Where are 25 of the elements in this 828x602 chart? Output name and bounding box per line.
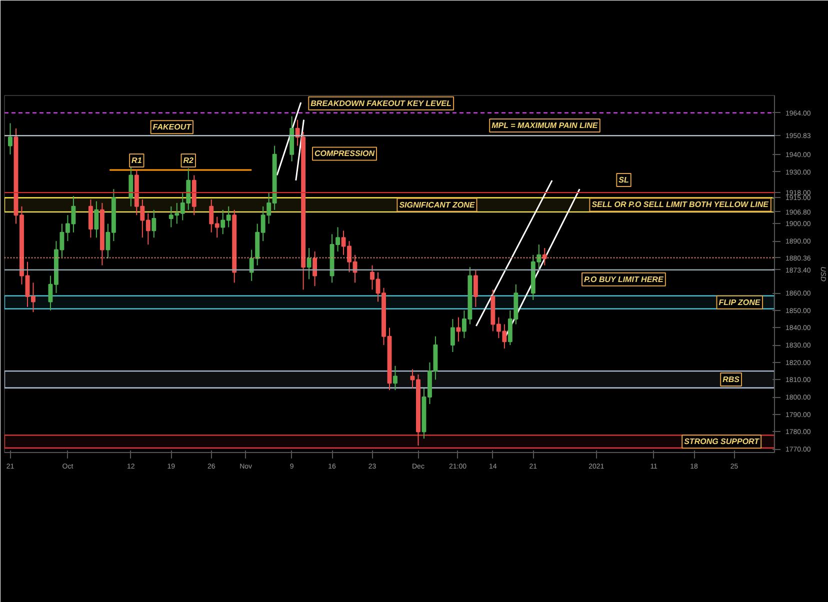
candlestick: [128, 166, 134, 207]
band-label: SIGNIFICANT ZONE: [399, 200, 476, 210]
band-label: FLIP ZONE: [718, 298, 761, 307]
ref-line-label: SL: [618, 176, 629, 185]
ref-line-label: BREAKDOWN FAKEOUT KEY LEVEL: [310, 98, 452, 108]
annotation: R2: [183, 156, 194, 166]
candlestick: [456, 316, 461, 342]
candlestick: [542, 248, 547, 266]
annotation: SELL OR P.O SELL LIMIT BOTH YELLOW LINE: [592, 200, 770, 210]
candlestick: [312, 250, 318, 287]
annotation: COMPRESSION: [314, 149, 375, 158]
candlestick: [450, 318, 455, 352]
band-label: RBS: [722, 374, 740, 384]
candlestick: [152, 209, 156, 238]
candlestick: [306, 248, 312, 280]
ref-line-label: FAKEOUT: [152, 122, 192, 132]
ref-line-label: P.O BUY LIMIT HERE: [584, 274, 664, 284]
candlestick: [473, 270, 478, 308]
candlestick: [94, 200, 99, 238]
candlestick: [393, 365, 398, 391]
annotation: R1: [132, 156, 142, 166]
annotation: MPL = MAXIMUM PAIN LINE: [492, 120, 598, 130]
candlestick: [8, 122, 12, 155]
candlestick: [88, 198, 93, 238]
band-label: STRONG SUPPORT: [684, 437, 760, 446]
